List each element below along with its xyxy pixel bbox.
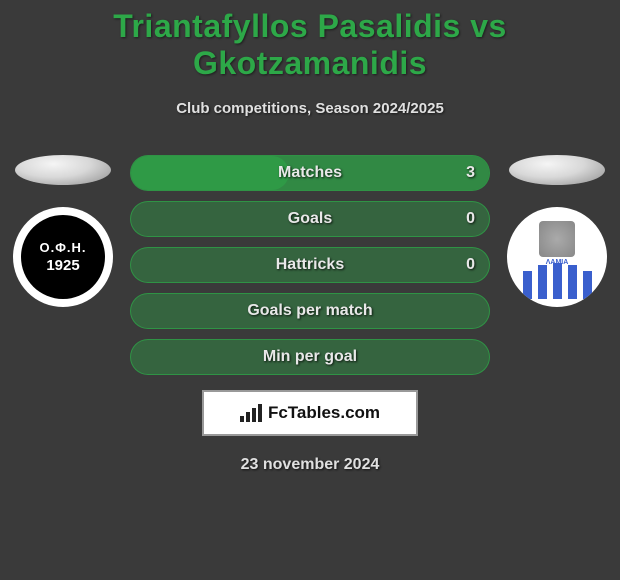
footer-date: 23 november 2024 (0, 456, 620, 474)
player-left-avatar (15, 155, 111, 185)
subtitle: Club competitions, Season 2024/2025 (0, 100, 620, 117)
club-left-short: Ο.Φ.Η. (39, 240, 86, 255)
player-right-column: ΛΑΜΙΑ (502, 155, 612, 307)
comparison-main: Ο.Φ.Η. 1925 Matches3Goals0Hattricks0Goal… (0, 155, 620, 375)
stats-list: Matches 3 Goals 0 Hattricks 0 Goals per match M… (130, 155, 490, 375)
stat-row: Goals 0 (130, 201, 490, 237)
stat-label: Min per goal (263, 348, 357, 366)
stat-label: Hattricks (276, 256, 344, 274)
page-title: Triantafyllos Pasalidis vs Gkotzamanidis (0, 0, 620, 82)
stat-label: Matches (278, 164, 342, 182)
stat-value-right: 0 (466, 256, 475, 274)
stat-row: Matches 3 (130, 155, 490, 191)
player-left-column: Ο.Φ.Η. 1925 (8, 155, 118, 307)
stat-value-right: 0 (466, 210, 475, 228)
stat-label: Goals (288, 210, 332, 228)
stat-value-right: 3 (466, 164, 475, 182)
brand-chart-icon (240, 404, 262, 422)
club-left-logo: Ο.Φ.Η. 1925 (13, 207, 113, 307)
stat-label: Goals per match (247, 302, 372, 320)
club-right-stripes (507, 207, 607, 307)
brand-badge: FcTables.com (202, 390, 418, 436)
stat-row: Hattricks 0 (130, 247, 490, 283)
club-left-year: 1925 (46, 257, 79, 274)
stat-row: Goals per match (130, 293, 490, 329)
player-right-avatar (509, 155, 605, 185)
club-right-logo: ΛΑΜΙΑ (507, 207, 607, 307)
stat-row: Min per goal (130, 339, 490, 375)
brand-text: FcTables.com (268, 403, 380, 423)
